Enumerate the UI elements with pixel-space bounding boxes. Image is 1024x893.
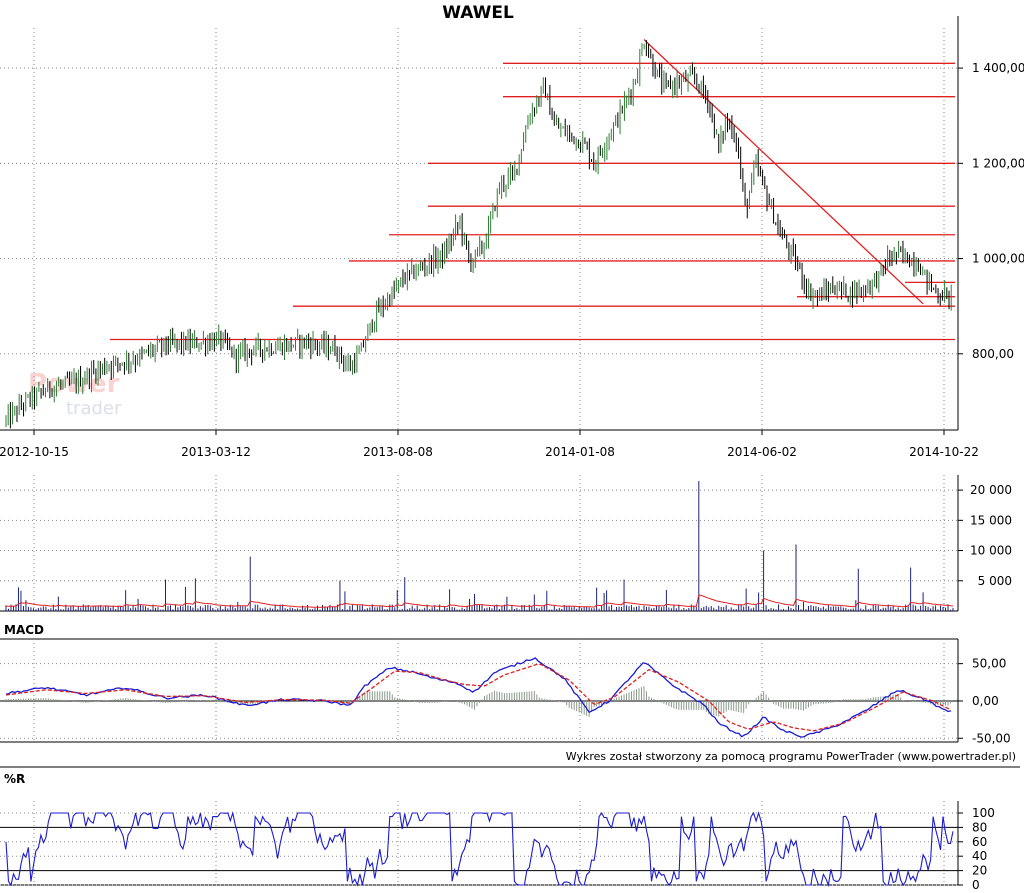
- volume-average-line: [5, 594, 954, 608]
- macd-y-tick-label: -50,00: [972, 731, 1011, 745]
- price-x-tick-label: 2014-06-02: [727, 445, 797, 459]
- macd-line: [5, 657, 952, 738]
- wr-y-tick-label: 40: [972, 849, 987, 863]
- volume-panel: 5 000 10 000 15 000 20 000: [0, 475, 1012, 612]
- wr-line: [5, 810, 954, 888]
- credit-text: Wykres został stworzony za pomocą progra…: [566, 750, 1016, 763]
- macd-title: MACD: [4, 623, 44, 637]
- volume-y-tick-label: 10 000: [970, 544, 1012, 558]
- price-x-tick-label: 2014-01-08: [545, 445, 615, 459]
- price-x-tick-label: 2012-10-15: [0, 445, 69, 459]
- wr-y-tick-label: 100: [972, 806, 995, 820]
- price-panel: 2012-10-15 2013-03-12 2013-08-08 2014-01-08…: [0, 16, 1024, 459]
- price-trendline: [643, 39, 924, 305]
- volume-y-tick-label: 15 000: [970, 513, 1012, 527]
- macd-signal-line: [5, 663, 952, 732]
- wr-y-tick-label: 60: [972, 835, 987, 849]
- macd-panel: -50,00 0,00 50,00: [0, 638, 1020, 768]
- volume-y-tick-label: 20 000: [970, 483, 1012, 497]
- wr-y-tick-label: 20: [972, 864, 987, 878]
- svg-text:trader: trader: [66, 398, 122, 419]
- wr-title: %R: [4, 772, 25, 786]
- price-x-tick-label: 2014-10-22: [909, 445, 979, 459]
- price-x-tick-label: 2013-08-08: [363, 445, 433, 459]
- price-y-tick-label: 1 200,00: [972, 156, 1024, 170]
- macd-y-tick-label: 50,00: [972, 657, 1006, 671]
- chart-title: WAWEL: [442, 3, 514, 23]
- volume-y-tick-label: 5 000: [978, 574, 1012, 588]
- price-y-tick-label: 800,00: [972, 347, 1014, 361]
- wr-y-tick-label: 80: [972, 820, 987, 834]
- macd-y-tick-label: 0,00: [972, 694, 999, 708]
- price-y-tick-label: 1 000,00: [972, 252, 1024, 266]
- powertrader-watermark: Power trader: [28, 369, 122, 419]
- price-x-tick-label: 2013-03-12: [181, 445, 251, 459]
- wr-y-tick-label: 0: [972, 878, 980, 892]
- price-y-tick-label: 1 400,00: [972, 61, 1024, 75]
